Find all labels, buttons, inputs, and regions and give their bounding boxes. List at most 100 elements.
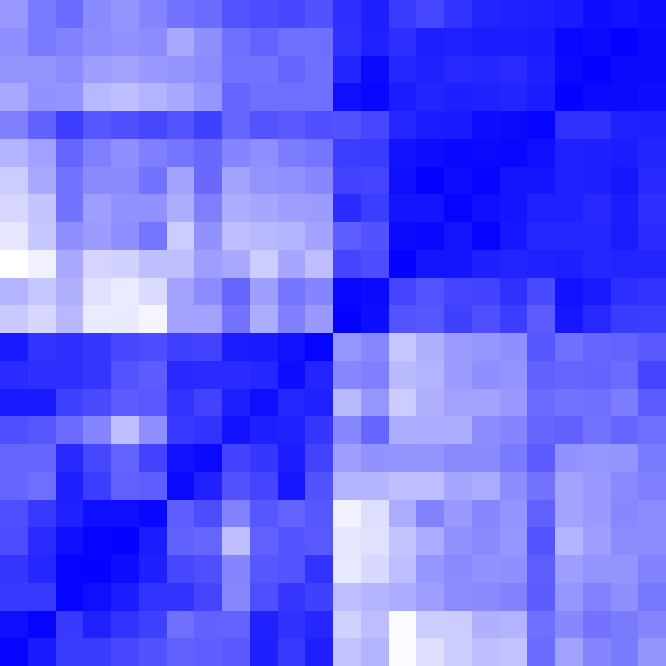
heatmap-cell-r18-c16 — [444, 500, 472, 527]
heatmap-cell-r8-c20 — [555, 222, 583, 250]
heatmap-cell-r1-c22 — [611, 28, 638, 56]
heatmap-cell-r6-c20 — [555, 167, 583, 194]
heatmap-cell-r4-c13 — [361, 111, 389, 139]
heatmap-cell-r23-c23 — [638, 638, 666, 666]
heatmap-cell-r12-c13 — [361, 333, 389, 361]
heatmap-cell-r12-c3 — [83, 333, 111, 361]
heatmap-cell-r2-c3 — [83, 56, 111, 83]
heatmap-cell-r7-c13 — [361, 194, 389, 222]
heatmap-cell-r5-c3 — [83, 139, 111, 167]
heatmap-cell-r17-c4 — [111, 472, 139, 500]
heatmap-cell-r16-c14 — [389, 444, 416, 472]
heatmap-cell-r6-c23 — [638, 167, 666, 194]
heatmap-cell-r9-c22 — [611, 250, 638, 278]
heatmap-cell-r12-c10 — [278, 333, 305, 361]
heatmap-cell-r21-c3 — [83, 583, 111, 611]
heatmap-cell-r16-c21 — [583, 444, 611, 472]
heatmap-cell-r1-c5 — [139, 28, 167, 56]
heatmap-cell-r11-c15 — [416, 305, 444, 333]
heatmap-cell-r10-c1 — [28, 278, 56, 305]
heatmap-cell-r21-c2 — [56, 583, 83, 611]
heatmap-cell-r13-c11 — [305, 361, 333, 389]
heatmap-cell-r16-c20 — [555, 444, 583, 472]
heatmap-cell-r10-c10 — [278, 278, 305, 305]
heatmap-cell-r21-c17 — [472, 583, 500, 611]
heatmap-cell-r9-c7 — [194, 250, 222, 278]
heatmap-cell-r3-c13 — [361, 83, 389, 111]
heatmap-cell-r6-c6 — [167, 167, 194, 194]
heatmap-cell-r8-c0 — [0, 222, 28, 250]
heatmap-cell-r2-c11 — [305, 56, 333, 83]
heatmap-cell-r15-c19 — [527, 416, 555, 444]
heatmap-cell-r21-c5 — [139, 583, 167, 611]
heatmap-cell-r22-c19 — [527, 611, 555, 638]
heatmap-cell-r2-c1 — [28, 56, 56, 83]
heatmap-cell-r17-c0 — [0, 472, 28, 500]
heatmap-cell-r10-c8 — [222, 278, 250, 305]
heatmap-cell-r21-c7 — [194, 583, 222, 611]
heatmap-cell-r11-c17 — [472, 305, 500, 333]
heatmap-cell-r8-c13 — [361, 222, 389, 250]
heatmap-cell-r1-c12 — [333, 28, 361, 56]
heatmap-cell-r14-c10 — [278, 389, 305, 416]
heatmap-cell-r20-c6 — [167, 555, 194, 583]
heatmap-cell-r21-c18 — [500, 583, 527, 611]
heatmap-cell-r21-c20 — [555, 583, 583, 611]
heatmap-cell-r13-c6 — [167, 361, 194, 389]
heatmap-cell-r6-c11 — [305, 167, 333, 194]
heatmap-cell-r14-c12 — [333, 389, 361, 416]
heatmap-cell-r22-c6 — [167, 611, 194, 638]
heatmap-cell-r22-c13 — [361, 611, 389, 638]
heatmap-cell-r21-c21 — [583, 583, 611, 611]
heatmap-cell-r16-c9 — [250, 444, 278, 472]
heatmap-cell-r1-c23 — [638, 28, 666, 56]
heatmap-cell-r14-c7 — [194, 389, 222, 416]
heatmap-cell-r9-c1 — [28, 250, 56, 278]
heatmap-cell-r23-c1 — [28, 638, 56, 666]
heatmap-cell-r10-c11 — [305, 278, 333, 305]
heatmap-cell-r19-c8 — [222, 527, 250, 555]
heatmap-cell-r4-c4 — [111, 111, 139, 139]
heatmap-cell-r17-c5 — [139, 472, 167, 500]
heatmap-cell-r12-c0 — [0, 333, 28, 361]
heatmap-cell-r15-c12 — [333, 416, 361, 444]
heatmap-cell-r16-c0 — [0, 444, 28, 472]
heatmap-cell-r18-c23 — [638, 500, 666, 527]
heatmap-cell-r1-c9 — [250, 28, 278, 56]
heatmap-cell-r1-c20 — [555, 28, 583, 56]
heatmap-cell-r22-c1 — [28, 611, 56, 638]
heatmap-cell-r6-c12 — [333, 167, 361, 194]
heatmap-cell-r20-c3 — [83, 555, 111, 583]
heatmap-cell-r22-c15 — [416, 611, 444, 638]
heatmap-cell-r18-c0 — [0, 500, 28, 527]
heatmap-cell-r14-c13 — [361, 389, 389, 416]
heatmap-cell-r0-c17 — [472, 0, 500, 28]
heatmap-cell-r8-c23 — [638, 222, 666, 250]
heatmap-cell-r10-c19 — [527, 278, 555, 305]
heatmap-cell-r13-c17 — [472, 361, 500, 389]
heatmap-cell-r2-c13 — [361, 56, 389, 83]
heatmap-cell-r5-c18 — [500, 139, 527, 167]
heatmap-cell-r19-c11 — [305, 527, 333, 555]
heatmap-cell-r12-c18 — [500, 333, 527, 361]
heatmap-cell-r13-c9 — [250, 361, 278, 389]
heatmap-cell-r10-c7 — [194, 278, 222, 305]
heatmap-cell-r0-c8 — [222, 0, 250, 28]
heatmap-cell-r21-c10 — [278, 583, 305, 611]
heatmap-cell-r18-c20 — [555, 500, 583, 527]
heatmap-cell-r0-c21 — [583, 0, 611, 28]
heatmap-cell-r13-c20 — [555, 361, 583, 389]
heatmap-cell-r13-c14 — [389, 361, 416, 389]
heatmap-cell-r20-c4 — [111, 555, 139, 583]
heatmap-cell-r4-c11 — [305, 111, 333, 139]
heatmap-cell-r4-c1 — [28, 111, 56, 139]
heatmap-cell-r3-c3 — [83, 83, 111, 111]
heatmap-cell-r11-c4 — [111, 305, 139, 333]
heatmap-cell-r2-c14 — [389, 56, 416, 83]
heatmap-cell-r3-c2 — [56, 83, 83, 111]
heatmap-cell-r19-c4 — [111, 527, 139, 555]
heatmap-cell-r18-c9 — [250, 500, 278, 527]
heatmap-cell-r2-c21 — [583, 56, 611, 83]
heatmap-cell-r19-c21 — [583, 527, 611, 555]
